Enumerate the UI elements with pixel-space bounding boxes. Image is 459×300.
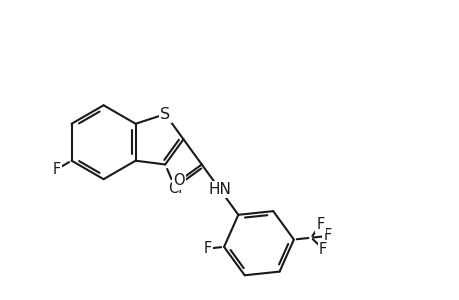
Text: HN: HN xyxy=(208,182,231,197)
Text: F: F xyxy=(316,217,324,232)
Text: Cl: Cl xyxy=(168,181,182,196)
Text: F: F xyxy=(319,242,327,257)
Text: F: F xyxy=(203,241,211,256)
Text: F: F xyxy=(323,229,331,244)
Text: S: S xyxy=(160,106,170,122)
Text: O: O xyxy=(173,173,185,188)
Text: F: F xyxy=(52,162,61,177)
